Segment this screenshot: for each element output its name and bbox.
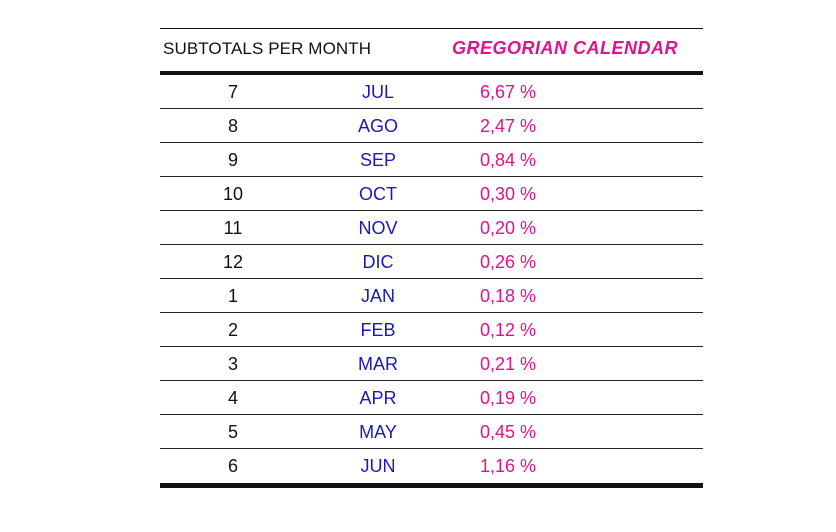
month-percentage: 0,21 %: [480, 354, 537, 374]
table-row: 10 OCT 0,30 %: [160, 177, 703, 211]
month-name: FEB: [360, 320, 396, 340]
month-percentage: 0,18 %: [480, 286, 537, 306]
table-top-rule: [160, 28, 703, 29]
month-number: 4: [227, 388, 238, 408]
month-number: 3: [227, 354, 238, 374]
month-number: 9: [227, 150, 238, 170]
table-bottom-rule: [160, 483, 703, 488]
month-name: MAR: [358, 354, 398, 374]
table-row: 2 FEB 0,12 %: [160, 313, 703, 347]
month-percentage: 0,19 %: [480, 388, 537, 408]
header-gregorian-calendar: GREGORIAN CALENDAR: [452, 38, 679, 58]
table-row: 7 JUL 6,67 %: [160, 75, 703, 109]
month-name: SEP: [359, 150, 397, 170]
month-number: 6: [227, 456, 238, 476]
table-row: 4 APR 0,19 %: [160, 381, 703, 415]
month-number: 7: [227, 82, 238, 102]
table-header: SUBTOTALS PER MONTH GREGORIAN CALENDAR: [160, 29, 703, 71]
header-subtotals-per-month: SUBTOTALS PER MONTH: [163, 39, 372, 58]
month-number: 5: [227, 422, 238, 442]
table-row: 9 SEP 0,84 %: [160, 143, 703, 177]
month-percentage: 0,45 %: [480, 422, 537, 442]
month-percentage: 2,47 %: [480, 116, 537, 136]
table-row: 8 AGO 2,47 %: [160, 109, 703, 143]
month-number: 1: [227, 286, 238, 306]
month-name: AGO: [357, 116, 398, 136]
table-row: 3 MAR 0,21 %: [160, 347, 703, 381]
table-row: 6 JUN 1,16 %: [160, 449, 703, 483]
table-row: 5 MAY 0,45 %: [160, 415, 703, 449]
month-percentage: 0,84 %: [480, 150, 537, 170]
table-row: 12 DIC 0,26 %: [160, 245, 703, 279]
month-name: DIC: [362, 252, 394, 272]
month-percentage: 0,26 %: [480, 252, 537, 272]
month-number: 12: [222, 252, 244, 272]
month-percentage: 0,30 %: [480, 184, 537, 204]
table-row: 1 JAN 0,18 %: [160, 279, 703, 313]
month-name: JUN: [360, 456, 396, 476]
month-percentage: 6,67 %: [480, 82, 537, 102]
month-number: 2: [227, 320, 238, 340]
subtotals-table: SUBTOTALS PER MONTH GREGORIAN CALENDAR 7…: [160, 28, 703, 488]
header-rule: [160, 71, 703, 75]
month-number: 10: [222, 184, 244, 204]
month-name: APR: [359, 388, 397, 408]
month-name: MAY: [359, 422, 397, 442]
month-percentage: 1,16 %: [480, 456, 537, 476]
month-percentage: 0,12 %: [480, 320, 537, 340]
month-name: NOV: [358, 218, 398, 238]
month-name: JAN: [360, 286, 395, 306]
table-body: 7 JUL 6,67 % 8 AGO 2,47 % 9 SEP 0,84 % 10 OCT 0,30 …: [160, 75, 703, 483]
table-row: 11 NOV 0,20 %: [160, 211, 703, 245]
month-name: OCT: [359, 184, 397, 204]
month-percentage: 0,20 %: [480, 218, 537, 238]
month-number: 11: [223, 218, 243, 238]
month-number: 8: [227, 116, 238, 136]
month-name: JUL: [361, 82, 394, 102]
